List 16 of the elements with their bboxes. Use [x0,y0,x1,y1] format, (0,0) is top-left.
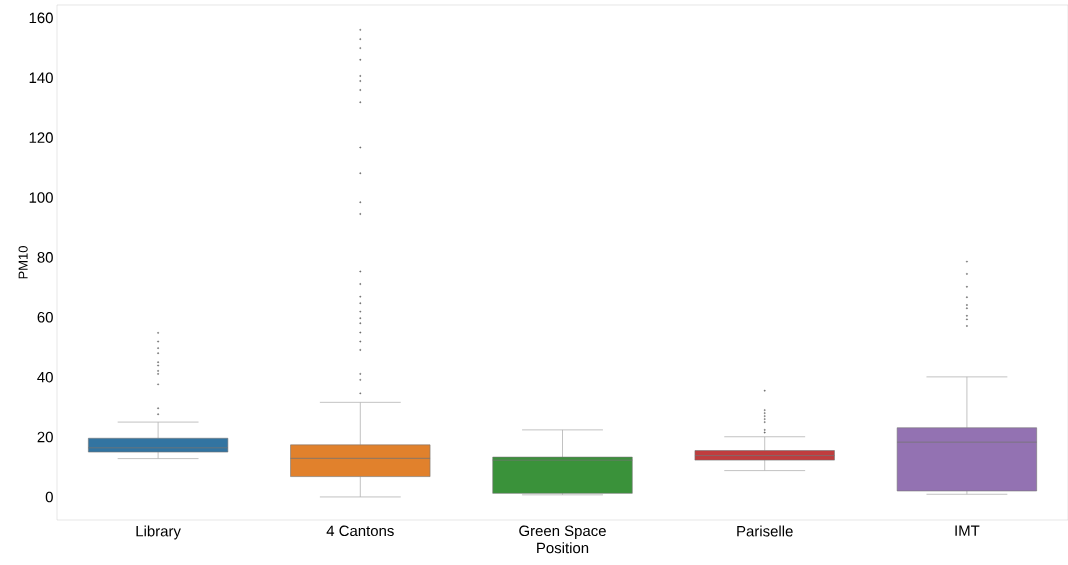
y-tick-label: 40 [37,371,53,383]
y-tick-label: 60 [37,312,53,323]
y-tick-label: 140 [29,72,53,84]
x-tick-label: Green Space [519,525,606,540]
x-tick-label: IMT [955,525,980,536]
x-tick-label: Pariselle [737,525,793,537]
y-tick-label: 80 [37,252,53,263]
x-tick-label: Library [136,525,181,540]
y-tick-label: 20 [37,431,53,443]
y-tick-label: 0 [45,491,53,503]
x-tick-label: 4 Cantons [326,525,394,537]
y-tick-label: 120 [29,132,53,143]
y-tick-label: 160 [29,12,53,24]
y-tick-label: 100 [29,192,53,203]
x-axis-title: Position [537,542,589,554]
y-axis-title: PM10 [18,246,28,279]
